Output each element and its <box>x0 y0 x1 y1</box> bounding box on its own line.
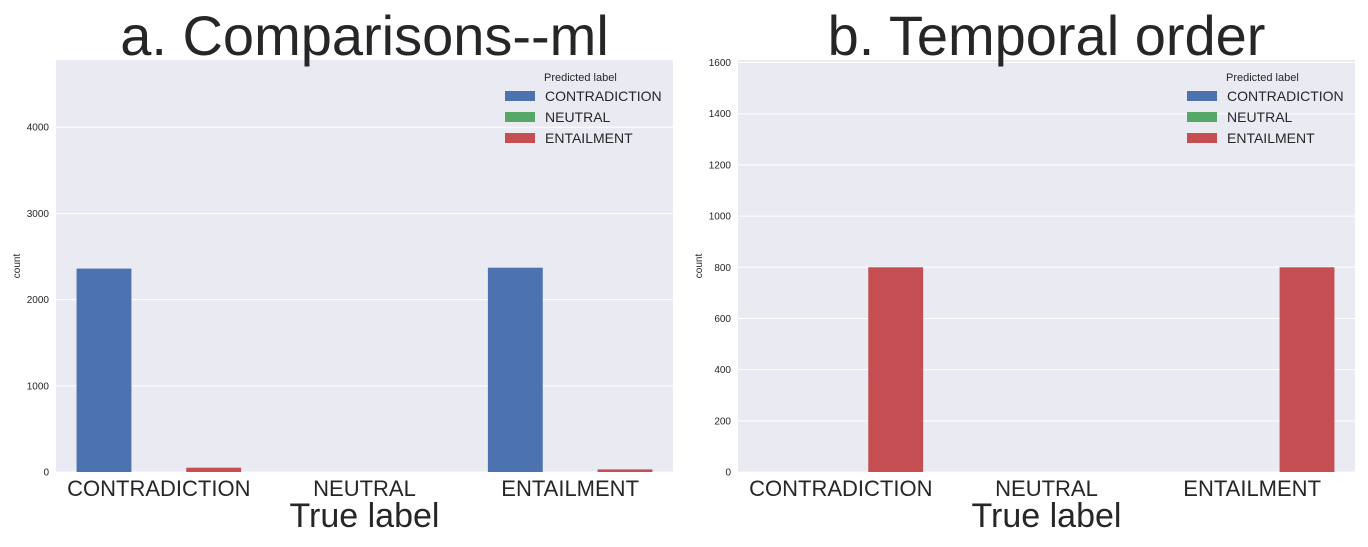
x-tick-label: CONTRADICTION <box>67 476 250 501</box>
legend-label: CONTRADICTION <box>545 88 662 104</box>
y-tick-label: 400 <box>714 365 731 376</box>
legend-label: NEUTRAL <box>545 109 611 125</box>
legend-swatch <box>505 133 535 143</box>
chart-temporal-order: 0 200 400 600 800 1000 1200 1400 1600 CONTRADICTI… <box>694 4 1355 535</box>
legend-swatch <box>1187 91 1217 101</box>
legend-label: CONTRADICTION <box>1227 88 1344 104</box>
y-axis-label: count <box>694 254 705 279</box>
y-tick-label: 600 <box>714 314 731 325</box>
legend-label: ENTAILMENT <box>1227 130 1315 146</box>
y-tick-label: 0 <box>43 468 49 479</box>
y-tick-label: 2000 <box>27 295 50 306</box>
legend-swatch <box>505 91 535 101</box>
x-axis-label: True label <box>972 497 1122 535</box>
y-tick-label: 1200 <box>709 160 732 171</box>
legend-label: NEUTRAL <box>1227 109 1293 125</box>
y-tick-label: 1400 <box>709 109 732 120</box>
x-tick-label: CONTRADICTION <box>749 476 932 501</box>
y-tick-label: 800 <box>714 263 731 274</box>
legend-swatch <box>505 112 535 122</box>
x-tick-label: NEUTRAL <box>995 476 1098 501</box>
bar <box>868 267 924 472</box>
y-tick-label: 0 <box>725 468 731 479</box>
legend: Predicted label CONTRADICTION NEUTRAL ENTAI… <box>1187 72 1344 146</box>
chart-title: a. Comparisons--ml <box>120 4 609 67</box>
plot-area <box>738 60 1355 472</box>
legend-title: Predicted label <box>1226 72 1299 84</box>
y-tick-label: 1600 <box>709 58 732 69</box>
legend: Predicted label CONTRADICTION NEUTRAL ENTAI… <box>505 72 662 146</box>
bar <box>487 267 543 472</box>
y-axis-label: count <box>12 254 23 279</box>
plot-area <box>56 60 673 472</box>
y-tick-label: 1000 <box>27 381 50 392</box>
legend-swatch <box>1187 112 1217 122</box>
bar <box>597 469 653 472</box>
chart-comparisons-ml: 0 1000 2000 3000 4000 CONTRADICTION NEUTRAL ENT… <box>12 4 673 535</box>
chart-title: b. Temporal order <box>828 4 1266 67</box>
y-tick-label: 1000 <box>709 212 732 223</box>
x-axis-label: True label <box>290 497 440 535</box>
legend-title: Predicted label <box>544 72 617 84</box>
x-tick-label: ENTAILMENT <box>1183 476 1321 501</box>
x-tick-label: ENTAILMENT <box>501 476 639 501</box>
y-tick-label: 4000 <box>27 123 50 134</box>
x-tick-label: NEUTRAL <box>313 476 416 501</box>
legend-label: ENTAILMENT <box>545 130 633 146</box>
legend-swatch <box>1187 133 1217 143</box>
bar <box>186 467 242 472</box>
bar <box>1279 267 1335 472</box>
bar <box>76 268 132 472</box>
y-tick-label: 200 <box>714 416 731 427</box>
y-tick-label: 3000 <box>27 209 50 220</box>
